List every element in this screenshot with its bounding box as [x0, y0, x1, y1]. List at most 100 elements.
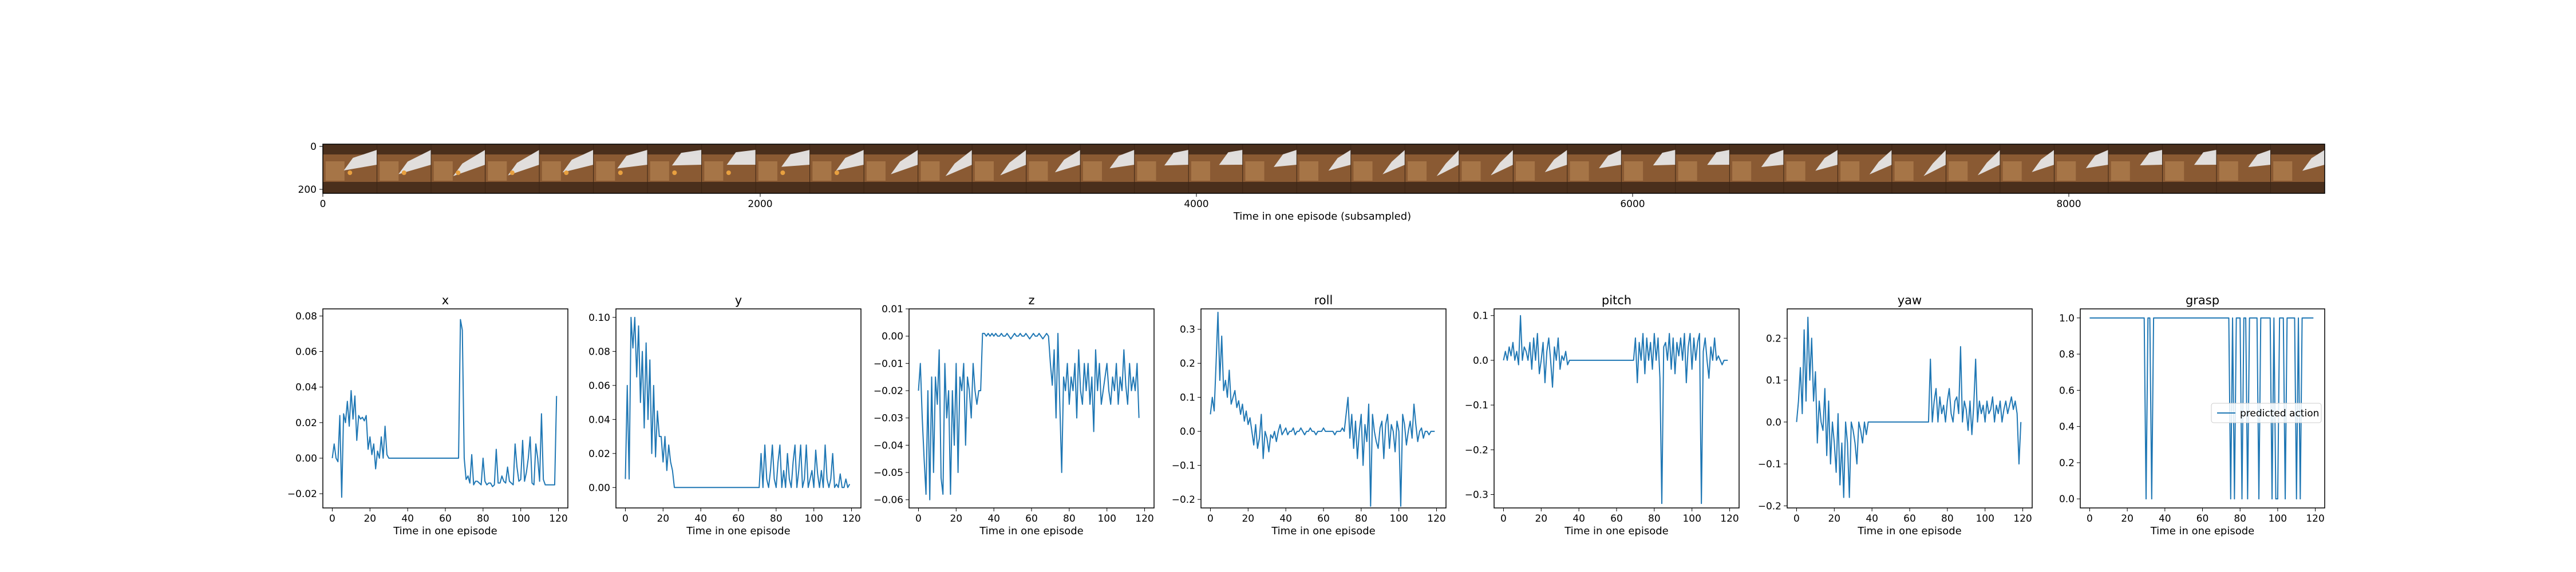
- ytick-label: 0.04: [295, 382, 317, 394]
- series-line: [1796, 316, 2022, 498]
- ytick-label: 0.0: [1180, 426, 1195, 438]
- xtick-label: 80: [1941, 513, 1954, 525]
- ytick-label: −0.04: [874, 440, 903, 451]
- filmstrip-frame: [1080, 144, 1135, 193]
- filmstrip-frame: [1404, 144, 1459, 193]
- filmstrip-frame: [918, 144, 973, 193]
- ytick-label: −0.06: [874, 495, 903, 506]
- ytick-label: 0.1: [1180, 392, 1195, 404]
- xlabel: Time in one episode: [979, 525, 1084, 537]
- ytick-label: −0.1: [1172, 460, 1195, 472]
- ytick-label: 0.06: [295, 347, 317, 358]
- xtick-label: 40: [694, 513, 707, 525]
- subplot-x: x 0 20 40 60 80 100 120 Time in one episode −0.02…: [287, 293, 568, 537]
- ytick-label: 0.6: [2059, 385, 2075, 396]
- ytick-label: 0.1: [1473, 311, 1488, 322]
- xlabel: Time in one episode: [1271, 525, 1376, 537]
- ytick-label: 0.4: [2059, 422, 2075, 433]
- xtick-label: 80: [1648, 513, 1661, 525]
- xtick-label: 60: [1903, 513, 1916, 525]
- legend-label: predicted action: [2240, 408, 2319, 419]
- strip-xlabel: Time in one episode (subsampled): [1233, 210, 1411, 223]
- filmstrip-frame: [1350, 144, 1405, 193]
- subplot-title: roll: [1314, 293, 1333, 307]
- filmstrip-frame: [485, 144, 540, 193]
- filmstrip-frame: [755, 144, 810, 193]
- subplot-title: y: [735, 293, 742, 307]
- legend: predicted action: [2211, 403, 2322, 423]
- xtick-label: 20: [1535, 513, 1547, 525]
- xtick-label: 100: [804, 513, 823, 525]
- filmstrip-frame: [377, 144, 432, 193]
- ytick-label: 0.08: [295, 311, 317, 322]
- xlabel: Time in one episode: [2150, 525, 2255, 537]
- filmstrip-frame: [1945, 144, 2000, 193]
- xtick-label: 60: [1025, 513, 1038, 525]
- filmstrip-frame: [1729, 144, 1784, 193]
- ytick-label: 0.10: [588, 312, 610, 324]
- ytick-label: 0.2: [2059, 458, 2075, 469]
- ytick-label: 0.2: [1766, 333, 1781, 344]
- ytick-label: 0.02: [588, 448, 610, 460]
- axes-frame: [908, 308, 1155, 509]
- xtick-label: 40: [1279, 513, 1292, 525]
- ytick-label: −0.02: [287, 488, 317, 500]
- series-line: [1503, 315, 1728, 505]
- xtick-label: 20: [364, 513, 376, 525]
- xtick-label: 0: [1500, 513, 1507, 525]
- strip-xtick-label: 6000: [1620, 198, 1645, 210]
- legend-box: [2211, 403, 2322, 423]
- xtick-label: 120: [549, 513, 567, 525]
- xtick-label: 100: [1682, 513, 1701, 525]
- ytick-label: 0.0: [1473, 355, 1488, 367]
- xtick-label: 40: [401, 513, 414, 525]
- ytick-label: 0.06: [588, 380, 610, 392]
- series-line: [625, 316, 851, 488]
- xtick-label: 0: [2087, 513, 2093, 525]
- strip-xtick-label: 4000: [1184, 198, 1208, 210]
- filmstrip-frame: [2270, 144, 2325, 193]
- xtick-label: 40: [1573, 513, 1585, 525]
- subplot-grasp: grasp 0 20 40 60 80 100 120 Time in one episode 0…: [2059, 293, 2325, 537]
- filmstrip-border: [322, 144, 2325, 194]
- ytick-label: −0.05: [874, 467, 903, 479]
- xtick-label: 0: [1207, 513, 1214, 525]
- xtick-label: 100: [1976, 513, 1994, 525]
- xtick-label: 60: [1610, 513, 1623, 525]
- subplot-title: x: [442, 293, 449, 307]
- subplot-roll: roll 0 20 40 60 80 100 120 Time in one episode −0…: [1172, 293, 1447, 537]
- xtick-label: 100: [1389, 513, 1408, 525]
- filmstrip-axes: 0 200 0 2000 4000 6000 8000 Time in one …: [298, 141, 2081, 223]
- xtick-label: 120: [2306, 513, 2324, 525]
- xtick-label: 60: [732, 513, 745, 525]
- axes-frame: [322, 308, 568, 509]
- xtick-label: 0: [622, 513, 629, 525]
- xtick-label: 20: [1828, 513, 1840, 525]
- ytick-label: 0.3: [1180, 324, 1195, 336]
- filmstrip-frame: [1512, 144, 1567, 193]
- filmstrip-frame: [809, 144, 864, 193]
- xlabel: Time in one episode: [393, 525, 497, 537]
- xtick-label: 80: [477, 513, 489, 525]
- xtick-label: 120: [1427, 513, 1445, 525]
- series-line: [1210, 311, 1435, 507]
- filmstrip-frame: [1459, 144, 1514, 193]
- ytick-label: 1.0: [2059, 313, 2075, 324]
- strip-xtick-label: 0: [320, 198, 326, 210]
- filmstrip-frame: [1891, 144, 1946, 193]
- xtick-label: 80: [770, 513, 783, 525]
- xtick-label: 20: [1242, 513, 1254, 525]
- filmstrip-frame: [1621, 144, 1676, 193]
- subplot-z: z 0 20 40 60 80 100 120 Time in one episode −0.06…: [874, 293, 1155, 537]
- ytick-label: −0.2: [1758, 500, 1781, 512]
- filmstrip-frame: [539, 144, 594, 193]
- xtick-label: 0: [1793, 513, 1800, 525]
- strip-xtick-label: 2000: [748, 198, 772, 210]
- filmstrip-panel: 0 200 0 2000 4000 6000 8000 Time in one …: [298, 141, 2325, 223]
- ytick-label: 0.00: [588, 482, 610, 494]
- filmstrip-frame: [430, 144, 485, 193]
- strip-xtick-label: 8000: [2056, 198, 2081, 210]
- xtick-label: 40: [987, 513, 1000, 525]
- series-line: [331, 319, 558, 498]
- filmstrip-frame: [1242, 144, 1297, 193]
